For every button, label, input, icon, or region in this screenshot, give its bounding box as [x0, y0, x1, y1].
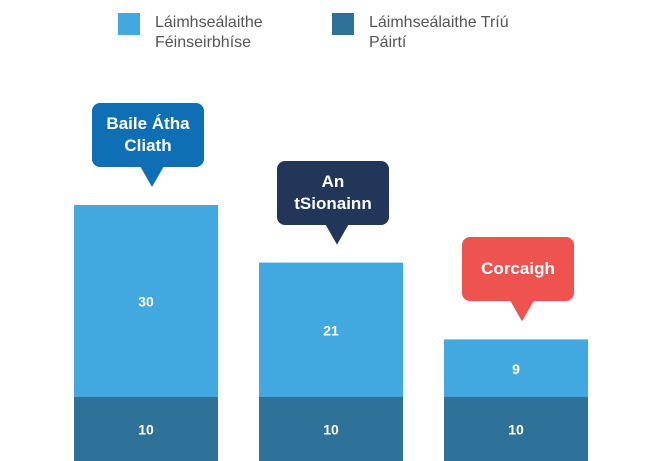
bar-segment [74, 205, 218, 397]
legend-label: Láimhseálaithe Tríú Páirtí [369, 14, 509, 51]
bar-segment [444, 397, 588, 461]
callout-pointer [140, 166, 164, 187]
callout: An tSionainn [277, 160, 389, 225]
callout-pointer [325, 223, 349, 245]
bar-segment [74, 397, 218, 461]
value-label: 10 [138, 422, 154, 438]
bar-segment [259, 397, 403, 461]
value-label: 10 [508, 422, 524, 438]
legend-swatch [332, 13, 354, 35]
value-label: 10 [323, 422, 339, 438]
legend-swatch [118, 13, 140, 35]
callout: Corcaigh [462, 237, 574, 302]
legend-label: Láimhseálaithe Féinseirbhíse [155, 14, 263, 51]
value-label: 30 [138, 294, 154, 310]
callout-pointer [510, 300, 534, 322]
bar-segment [444, 339, 588, 397]
callout: Baile Átha Cliath [92, 103, 204, 167]
bar-segment [259, 262, 403, 397]
value-label: 9 [512, 361, 520, 377]
value-label: 21 [323, 323, 339, 339]
